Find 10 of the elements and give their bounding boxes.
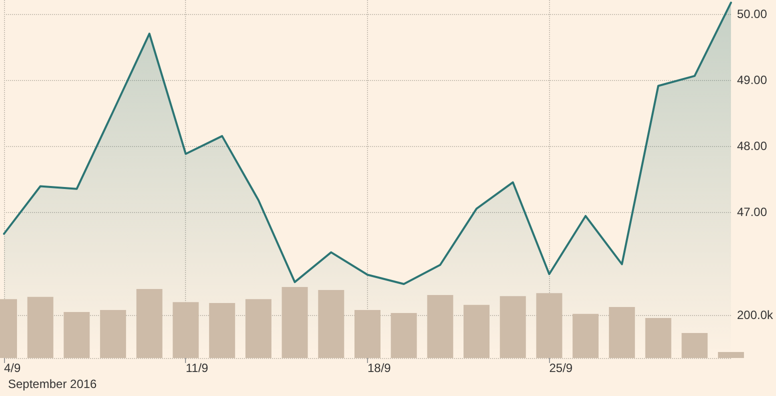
y-tick-label: 47.00 xyxy=(736,205,768,220)
y-tick-label: 49.00 xyxy=(736,72,768,87)
x-tick-label: 11/9 xyxy=(186,361,209,375)
y-tick-label: 48.00 xyxy=(736,138,768,153)
x-tick-label: 18/9 xyxy=(367,361,392,375)
y-tick-label: 50.00 xyxy=(736,6,768,21)
x-tick-label: 4/9 xyxy=(4,361,22,375)
x-axis-title: September 2016 xyxy=(8,377,98,391)
y2-tick-label: 200.0k xyxy=(736,308,774,322)
x-tick-label: 25/9 xyxy=(549,361,573,375)
